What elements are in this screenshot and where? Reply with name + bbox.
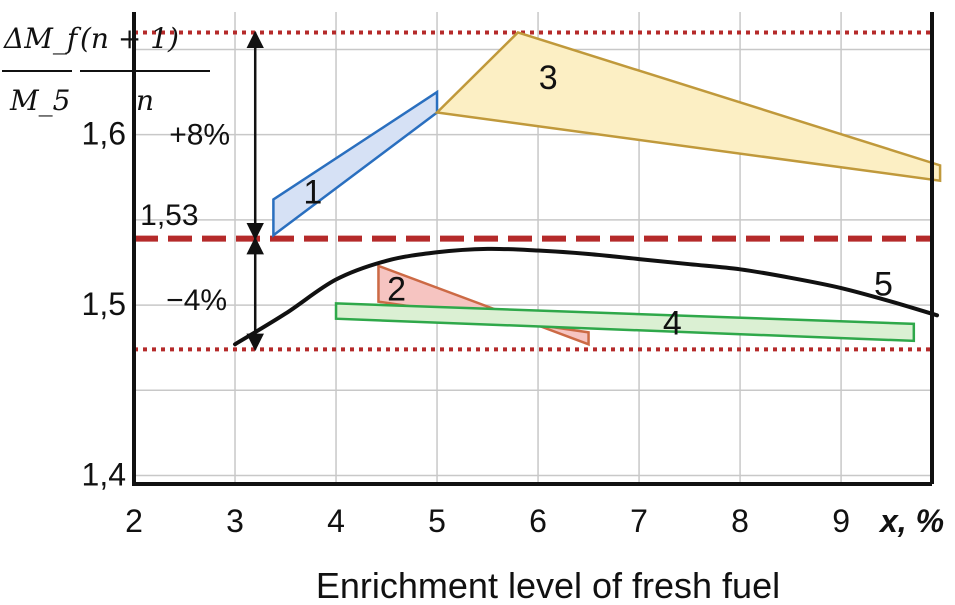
x-tick-label-2: 2 — [125, 503, 143, 539]
region-label-1: 1 — [303, 173, 322, 211]
annotation-0: +8% — [169, 119, 230, 152]
tick-labels: 2 3 4 5 6 7 8 9 1,4 1,5 1,6 — [82, 116, 850, 539]
annotation-1: 1,53 — [140, 199, 198, 232]
y-label-frac1-den: M_5 — [9, 84, 70, 117]
reference-lines — [134, 30, 932, 352]
x-tick-label-4: 4 — [327, 503, 345, 539]
annotations: 1 2 3 4 5 +8% 1,53 −4% — [140, 30, 893, 352]
x-tick-label-3: 3 — [226, 503, 244, 539]
x-tick-label-7: 7 — [630, 503, 648, 539]
series-line-5 — [233, 246, 940, 347]
axes — [132, 12, 934, 486]
y-label-frac2-den: n — [136, 84, 154, 117]
x-axis-title: Enrichment level of fresh fuel — [316, 565, 780, 605]
region-4 — [334, 302, 916, 343]
region-label-5: 5 — [874, 265, 893, 303]
x-tick-label-9: 9 — [832, 503, 850, 539]
region-3 — [434, 31, 942, 183]
x-tick-label-6: 6 — [529, 503, 547, 539]
region-1 — [272, 89, 439, 238]
region-label-3: 3 — [539, 59, 558, 97]
axis-labels: ΔM_f M_5 (n + 1) n x, % Enrichment level… — [2, 22, 944, 605]
y-label-frac2-num: (n + 1) — [80, 22, 179, 55]
region-label-4: 4 — [663, 305, 682, 343]
y-label-frac1-num: ΔM_f — [3, 22, 82, 55]
series-lines — [233, 246, 940, 347]
annotation-2: −4% — [166, 284, 227, 317]
x-axis-unit-label: x, % — [878, 503, 944, 539]
regions — [272, 31, 942, 347]
x-tick-label-5: 5 — [428, 503, 446, 539]
x-tick-label-8: 8 — [731, 503, 749, 539]
y-tick-label-1,6: 1,6 — [82, 116, 126, 152]
y-tick-label-1,4: 1,4 — [82, 456, 126, 492]
y-tick-label-1,5: 1,5 — [82, 286, 126, 322]
region-label-2: 2 — [387, 270, 406, 308]
